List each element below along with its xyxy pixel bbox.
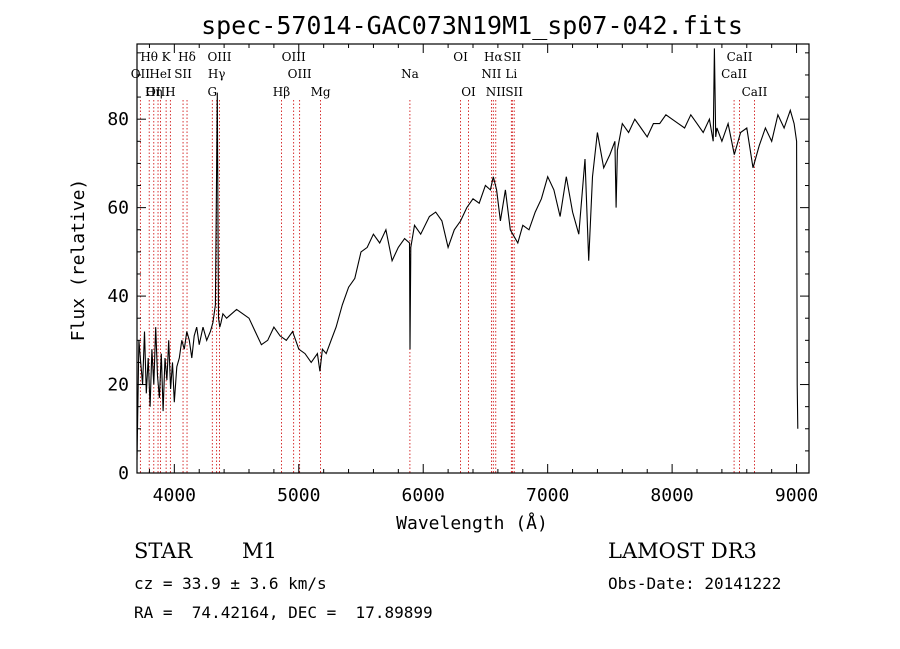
y-tick-label: 20 bbox=[107, 375, 129, 396]
line-marker-label: H bbox=[165, 85, 175, 99]
plot-frame bbox=[136, 43, 810, 474]
spectrum-line bbox=[136, 48, 799, 460]
x-tick-label: 8000 bbox=[650, 485, 693, 506]
y-tick-label: 0 bbox=[118, 463, 129, 484]
line-marker-label: OII bbox=[131, 67, 151, 81]
line-marker-label: Hα bbox=[484, 50, 503, 64]
x-tick-label: 7000 bbox=[526, 485, 569, 506]
axis-ticks: 4000 5000 6000 7000 8000 9000 0 20 40 60 80 bbox=[107, 44, 818, 506]
line-marker-label: HeI bbox=[149, 67, 172, 81]
line-marker-label: OI bbox=[461, 85, 476, 99]
object-subclass: M1 bbox=[242, 539, 277, 563]
line-marker-label: NII bbox=[481, 67, 501, 81]
line-marker-label: OIII bbox=[282, 50, 306, 64]
line-marker-label: SII bbox=[505, 85, 523, 99]
observation-date: Obs-Date: 20141222 bbox=[608, 574, 782, 593]
line-marker-label: Hδ bbox=[178, 50, 196, 64]
sky-coordinates: RA = 74.42164, DEC = 17.89899 bbox=[134, 603, 433, 622]
line-marker-label: Hη bbox=[145, 85, 163, 99]
line-marker-label: OI bbox=[453, 50, 468, 64]
x-tick-label: 4000 bbox=[153, 485, 196, 506]
line-marker-label: Hθ bbox=[140, 50, 158, 64]
line-marker-label: Mg bbox=[311, 85, 331, 99]
x-tick-label: 6000 bbox=[402, 485, 445, 506]
line-marker-label: Hβ bbox=[273, 85, 290, 99]
y-tick-label: 40 bbox=[107, 286, 129, 307]
line-marker-label: SII bbox=[174, 67, 192, 81]
line-marker-label: K bbox=[162, 50, 172, 64]
line-marker-label: NII bbox=[486, 85, 506, 99]
line-marker-label: OIII bbox=[207, 50, 231, 64]
line-marker-label: CaII bbox=[727, 50, 753, 64]
line-marker-label: OIII bbox=[288, 67, 312, 81]
line-marker-label: SII bbox=[503, 50, 521, 64]
line-marker-label: CaII bbox=[721, 67, 747, 81]
x-tick-label: 9000 bbox=[775, 485, 818, 506]
x-tick-label: 5000 bbox=[277, 485, 320, 506]
redshift-velocity: cz = 33.9 ± 3.6 km/s bbox=[134, 574, 327, 593]
line-marker-label: Na bbox=[401, 67, 419, 81]
line-marker-label: Hγ bbox=[208, 67, 226, 81]
line-marker-label: OIII bbox=[146, 85, 170, 99]
y-axis-label: Flux (relative) bbox=[68, 179, 89, 342]
line-marker-label: CaII bbox=[742, 85, 768, 99]
line-marker-layer: Hθ OII OIII K HeI Hη SII H Hδ OIII Hγ G OIII OIII Hβ Mg… bbox=[131, 50, 768, 473]
survey-name: LAMOST DR3 bbox=[608, 539, 757, 563]
y-tick-label: 60 bbox=[107, 198, 129, 219]
y-tick-label: 80 bbox=[107, 109, 129, 130]
line-marker-label: Li bbox=[505, 67, 517, 81]
line-marker-label: G bbox=[207, 85, 217, 99]
x-axis-label: Wavelength (Å) bbox=[396, 512, 548, 534]
object-class: STAR bbox=[134, 539, 193, 563]
chart-title: spec-57014-GAC073N19M1_sp07-042.fits bbox=[201, 11, 743, 40]
